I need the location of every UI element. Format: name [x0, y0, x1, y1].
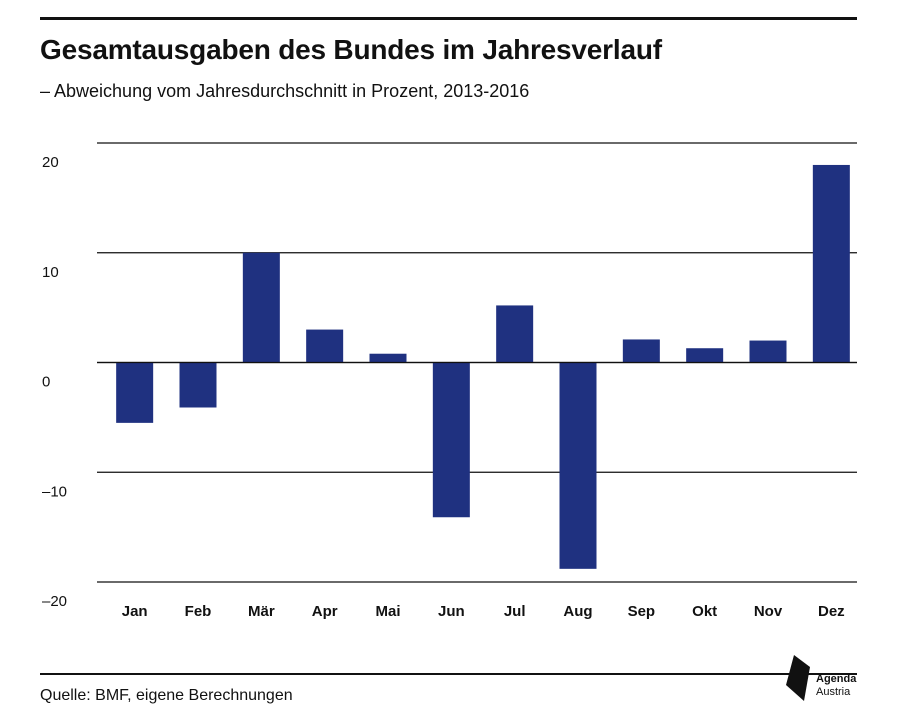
bar-chart: 20 10 0 –10 –20 Jan Feb Mär Apr Mai Jun Jul Aug Sep Ok… [42, 142, 857, 620]
bar-jun [432, 362, 470, 518]
y-tick-label: 10 [42, 264, 59, 281]
x-tick-label: Jul [504, 603, 526, 620]
x-tick-label: Feb [185, 603, 212, 620]
x-tick-label: Dez [818, 603, 845, 620]
y-tick-label: 0 [42, 374, 50, 391]
source-note: Quelle: BMF, eigene Berechnungen [40, 687, 293, 704]
top-rule [40, 17, 857, 20]
bar-sep [622, 339, 660, 363]
x-tick-label: Okt [692, 603, 717, 620]
bar-feb [179, 362, 217, 408]
bar-mär [242, 252, 280, 363]
logo-mark-icon [786, 655, 810, 701]
y-tick-label: 20 [42, 154, 59, 171]
x-tick-label: Sep [628, 603, 656, 620]
x-tick-label: Apr [312, 603, 338, 620]
x-tick-label: Mär [248, 603, 275, 620]
chart-subtitle: – Abweichung vom Jahresdurchschnitt in P… [40, 81, 530, 101]
chart-title: Gesamtausgaben des Bundes im Jahresverla… [40, 34, 662, 65]
bar-jan [116, 362, 154, 423]
y-tick-label: –20 [42, 593, 67, 610]
logo-text-austria: Austria [816, 686, 851, 698]
x-tick-label: Mai [375, 603, 400, 620]
bar-mai [369, 353, 407, 363]
bar-aug [559, 362, 597, 569]
x-tick-label: Jan [122, 603, 148, 620]
bar-dez [812, 164, 850, 363]
x-tick-label: Nov [754, 603, 783, 620]
logo-text-agenda: Agenda [816, 673, 857, 685]
bar-jul [496, 305, 534, 363]
x-tick-label: Aug [563, 603, 592, 620]
x-tick-label: Jun [438, 603, 465, 620]
bar-apr [306, 329, 344, 363]
bar-nov [749, 340, 787, 363]
bar-okt [686, 348, 724, 363]
bottom-rule [40, 673, 857, 675]
y-tick-label: –10 [42, 483, 67, 500]
agenda-austria-logo: Agenda Austria [784, 655, 864, 705]
